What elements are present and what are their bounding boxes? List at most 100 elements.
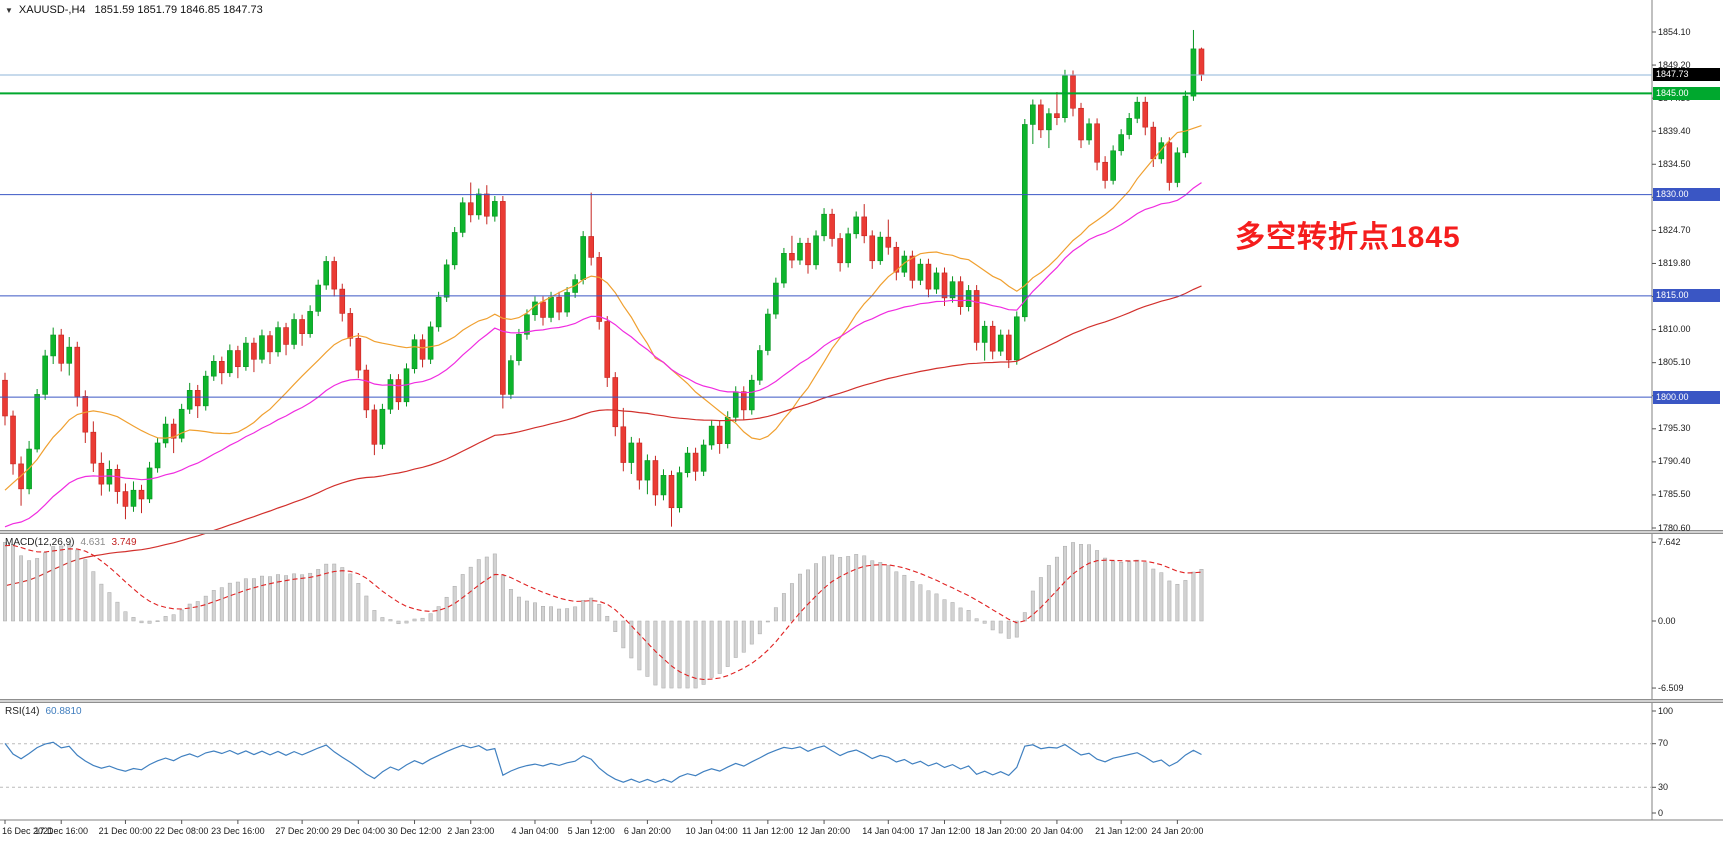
candle-bullish[interactable] [227,350,233,374]
candle-bearish[interactable] [716,425,723,444]
candle-bearish[interactable] [267,335,273,353]
candle-bearish[interactable] [869,235,876,262]
candle-bearish[interactable] [114,468,121,492]
candle-bullish[interactable] [427,326,434,360]
candle-bullish[interactable] [901,255,908,273]
candle-bearish[interactable] [355,338,362,371]
candle-bearish[interactable] [829,213,835,239]
candle-bearish[interactable] [467,202,474,216]
candle-bearish[interactable] [636,442,643,481]
candle-bullish[interactable] [154,442,161,469]
candle-bullish[interactable] [451,232,458,266]
candle-bullish[interactable] [42,355,48,395]
candle-bearish[interactable] [740,391,747,411]
candle-bearish[interactable] [620,426,627,463]
candle-bullish[interactable] [1158,142,1165,160]
candle-bearish[interactable] [1078,107,1084,141]
candle-bullish[interactable] [1118,134,1124,152]
candle-bullish[interactable] [781,253,787,284]
candle-bearish[interactable] [789,253,795,261]
candle-bearish[interactable] [596,257,603,322]
candle-bullish[interactable] [459,202,466,233]
candle-bullish[interactable] [1022,124,1028,318]
candle-bearish[interactable] [219,361,225,374]
candle-bearish[interactable] [588,236,594,258]
candle-bullish[interactable] [1126,118,1132,135]
candle-bullish[interactable] [516,334,522,361]
candle-bearish[interactable] [1005,334,1012,361]
candle-bearish[interactable] [1166,142,1173,183]
chart-menu-icon[interactable]: ▼ [5,6,13,15]
candle-bearish[interactable] [194,390,201,407]
candle-bullish[interactable] [178,408,185,439]
candle-bearish[interactable] [893,246,900,273]
candle-bullish[interactable] [1030,104,1036,125]
candle-bearish[interactable] [347,313,354,339]
candle-bullish[interactable] [291,319,297,345]
candle-bullish[interactable] [1062,75,1068,119]
candle-bearish[interactable] [652,460,659,496]
candle-bearish[interactable] [1054,113,1060,119]
candle-bearish[interactable] [692,452,699,472]
candle-bearish[interactable] [339,288,346,314]
candle-bearish[interactable] [138,489,145,500]
candle-bearish[interactable] [1102,161,1108,181]
panel-splitter-rsi[interactable] [0,699,1723,703]
candle-bearish[interactable] [283,327,289,345]
candle-bullish[interactable] [50,334,56,357]
candle-bullish[interactable] [243,342,249,368]
candle-bullish[interactable] [475,193,482,216]
candle-bullish[interactable] [1086,123,1092,141]
candle-bullish[interactable] [660,475,667,496]
candle-bullish[interactable] [210,361,217,377]
candle-bearish[interactable] [957,281,964,307]
candle-bullish[interactable] [1182,95,1189,154]
candle-bullish[interactable] [387,379,394,410]
candle-bearish[interactable] [861,216,868,237]
candle-bullish[interactable] [146,467,153,500]
candle-bearish[interactable] [395,379,402,403]
candle-bearish[interactable] [90,431,97,464]
candle-bullish[interactable] [202,375,209,407]
candle-bullish[interactable] [492,201,498,217]
candle-bullish[interactable] [411,339,418,370]
candle-bullish[interactable] [508,360,514,395]
candle-bullish[interactable] [1174,152,1181,183]
candle-bullish[interactable] [700,444,707,472]
candle-bearish[interactable] [331,261,338,290]
candle-bullish[interactable] [66,346,73,364]
candle-bearish[interactable] [98,462,105,485]
candle-bullish[interactable] [323,261,330,286]
candle-bullish[interactable] [748,379,755,411]
candle-bearish[interactable] [941,272,948,299]
candle-bullish[interactable] [821,213,827,237]
candle-bullish[interactable] [644,460,651,481]
candle-bearish[interactable] [363,369,370,411]
candle-bearish[interactable] [74,346,81,397]
candle-bearish[interactable] [483,193,490,217]
candle-bullish[interactable] [1046,113,1052,131]
candle-bullish[interactable] [981,325,988,343]
candle-bearish[interactable] [82,396,89,433]
candle-bearish[interactable] [235,350,241,368]
candle-bearish[interactable] [540,301,546,318]
candle-bullish[interactable] [684,452,691,473]
candle-bullish[interactable] [315,284,321,312]
candle-bullish[interactable] [813,235,819,266]
candle-bullish[interactable] [162,423,169,444]
candle-bullish[interactable] [773,282,779,315]
candle-bearish[interactable] [10,415,16,465]
candle-bearish[interactable] [805,242,811,266]
candle-bearish[interactable] [925,263,932,290]
candle-bullish[interactable] [564,292,570,313]
candle-bearish[interactable] [973,290,980,343]
candle-bullish[interactable] [1110,150,1116,181]
candle-bearish[interactable] [2,379,8,417]
panel-splitter-macd[interactable] [0,530,1723,534]
candle-bullish[interactable] [275,327,281,353]
candle-bearish[interactable] [251,342,257,360]
candle-bullish[interactable] [130,489,137,507]
candle-bullish[interactable] [933,272,940,290]
candle-bearish[interactable] [989,325,996,352]
candle-bearish[interactable] [885,236,892,248]
